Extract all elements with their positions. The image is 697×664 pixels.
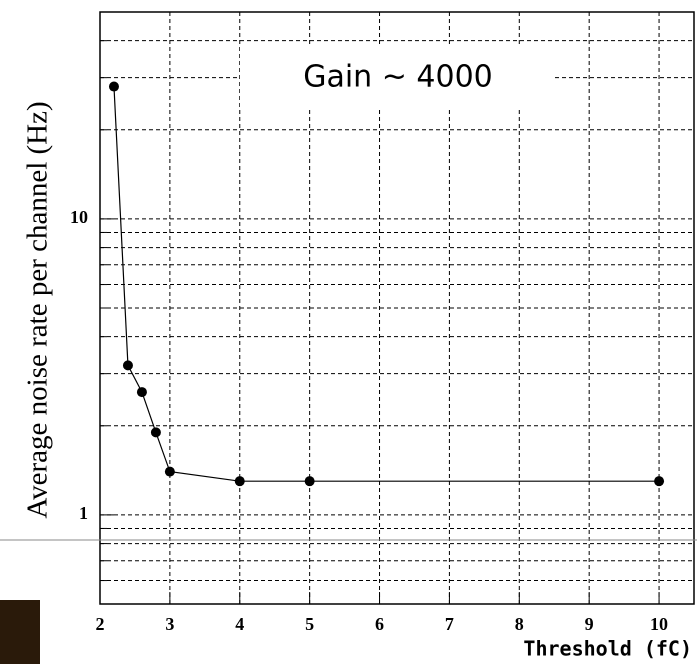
x-tick-label: 9 <box>585 614 594 634</box>
image-artifact <box>0 600 40 664</box>
series-line <box>113 86 660 482</box>
data-point <box>122 360 133 371</box>
x-tick-label: 5 <box>305 614 314 634</box>
annotation: Gain ~ 4000 <box>303 60 493 95</box>
x-tick-label: 8 <box>515 614 524 634</box>
data-point <box>304 476 315 487</box>
y-tick-label: 1 <box>79 503 88 523</box>
data <box>108 81 665 487</box>
x-axis-label: Threshold (fC) <box>523 637 692 661</box>
x-tick-label: 3 <box>165 614 174 634</box>
x-tick-label: 10 <box>650 614 668 634</box>
annotation-box <box>240 45 555 110</box>
y-tick-label: 10 <box>70 207 88 227</box>
x-tick-label: 2 <box>96 614 105 634</box>
data-point <box>108 81 119 92</box>
x-tick-label: 6 <box>375 614 384 634</box>
data-point <box>150 427 161 438</box>
data-point <box>164 466 175 477</box>
x-tick-label: 7 <box>445 614 454 634</box>
y-axis-label: Average noise rate per channel (Hz) <box>22 101 54 518</box>
x-tick-label: 4 <box>235 614 244 634</box>
data-point <box>136 387 147 398</box>
data-point <box>654 476 665 487</box>
data-point <box>234 476 245 487</box>
